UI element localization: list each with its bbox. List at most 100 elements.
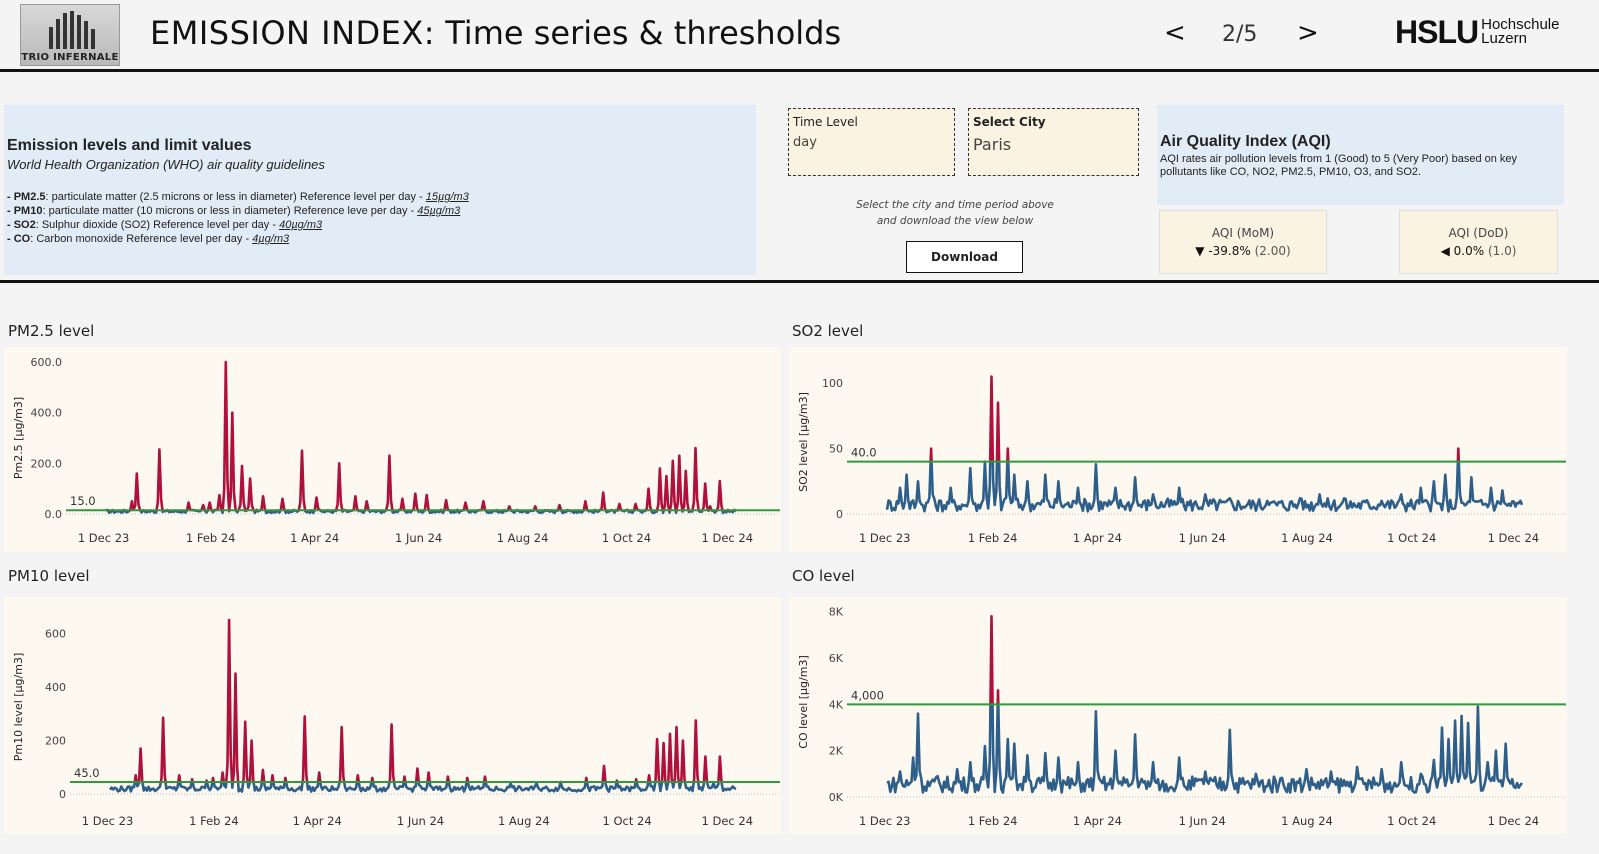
prev-page-button[interactable]: < [1164,18,1186,48]
so2-xtick-2: 1 Apr 24 [1073,531,1122,545]
info-list: - PM2.5: particulate matter (2.5 microns… [7,190,756,246]
co-xtick-5: 1 Oct 24 [1387,814,1436,828]
so2-ylabel: SO2 level [µg/m3] [797,392,810,492]
aqi-dod-kpi: AQI (DoD) ◀ 0.0% (1.0) [1399,210,1558,274]
hslu-logo: HSLU Hochschule Luzern [1395,14,1560,51]
next-page-button[interactable]: > [1297,18,1319,48]
co-ytick-3: 6K [829,652,844,665]
co-chart-title: CO level [792,567,855,585]
co-chart-panel: 0K 2K 4K 6K 8K CO level [µg/m3] 1 Dec 23 1 Feb … [789,597,1567,834]
pm10-xtick-5: 1 Oct 24 [603,814,652,828]
emission-info-box: Emission levels and limit values World H… [4,105,756,275]
section-divider [0,280,1599,283]
page-indicator: 2/5 [1222,22,1258,47]
time-level-value[interactable]: day [793,135,817,150]
so2-chart: 0 50 100 SO2 level [µg/m3] 1 Dec 23 1 Feb 24 1… [797,375,1566,545]
pm10-threshold-label: 45.0 [74,766,100,780]
aqi-dod-value: ◀ 0.0% [1440,244,1485,258]
aqi-mom-kpi: AQI (MoM) ▼ -39.8% (2.00) [1159,210,1327,274]
pm10-ylabel: Pm10 level [µg/m3] [12,653,25,761]
time-level-filter[interactable]: Time Level day [788,108,955,176]
co-xtick-0: 1 Dec 23 [859,814,911,828]
pm10-xtick-2: 1 Apr 24 [293,814,342,828]
info-item-pm10: - PM10: particulate matter (10 microns o… [7,205,461,217]
pm10-xtick-4: 1 Aug 24 [498,814,550,828]
so2-chart-panel: 0 50 100 SO2 level [µg/m3] 1 Dec 23 1 Feb 24 1… [789,347,1567,552]
pm25-ylabel: Pm2.5 [µg/m3] [12,397,25,479]
pm10-ytick-1: 200 [45,734,66,747]
pm10-series-above-threshold [133,618,723,782]
trio-infernale-logo: TRIO INFERNALE [20,4,120,66]
pm25-ytick-2: 400.0 [31,407,63,420]
filter-hint: Select the city and time period above an… [790,197,1120,229]
pm25-threshold-label: 15.0 [70,494,96,508]
pm10-xtick-6: 1 Dec 24 [702,814,754,828]
pm25-xtick-3: 1 Jun 24 [395,531,442,545]
so2-series-below-threshold [885,461,1524,513]
co-ytick-1: 2K [829,745,844,758]
aqi-title: Air Quality Index (AQI) [1160,133,1331,150]
hslu-line1: Hochschule [1481,16,1560,33]
pm10-xtick-0: 1 Dec 23 [82,814,134,828]
pm25-xtick-5: 1 Oct 24 [602,531,651,545]
aqi-mom-paren: (2.00) [1254,244,1291,258]
pm10-ytick-0: 0 [59,788,66,801]
so2-xtick-3: 1 Jun 24 [1179,531,1226,545]
pm25-series-below-threshold [106,510,737,515]
title-rest: Time series & thresholds [435,14,842,52]
aqi-dod-paren: (1.0) [1487,244,1517,258]
hslu-main: HSLU [1395,14,1479,50]
so2-xtick-4: 1 Aug 24 [1281,531,1333,545]
so2-xtick-5: 1 Oct 24 [1387,531,1436,545]
pm10-chart-panel: 0 200 400 600 Pm10 level [µg/m3] 1 Dec 23 1 Fe… [4,597,781,834]
header: TRIO INFERNALE EMISSION INDEX: Time seri… [0,0,1599,72]
pm10-ytick-3: 600 [45,627,66,640]
pm25-xtick-6: 1 Dec 24 [702,531,754,545]
pm10-xtick-1: 1 Feb 24 [189,814,239,828]
title-bold: EMISSION INDEX: [150,14,436,52]
co-ytick-2: 4K [829,698,844,711]
pm25-ytick-3: 600.0 [31,356,63,369]
pm25-ytick-1: 200.0 [31,457,63,470]
co-xtick-3: 1 Jun 24 [1179,814,1226,828]
pm25-ytick-0: 0.0 [45,508,63,521]
co-ytick-4: 8K [829,606,844,619]
co-xtick-6: 1 Dec 24 [1488,814,1540,828]
pm25-chart-panel: 0.0 200.0 400.0 600.0 Pm2.5 [µg/m3] 1 Dec 23 1… [4,347,781,552]
so2-series-above-threshold [929,375,1461,462]
download-button[interactable]: Download [906,241,1023,273]
pm10-ytick-2: 400 [45,681,66,694]
co-xtick-1: 1 Feb 24 [968,814,1018,828]
city-label: Select City [973,115,1046,129]
time-level-label: Time Level [793,115,858,129]
pm10-chart-title: PM10 level [8,567,90,585]
co-series-below-threshold [886,704,1524,794]
co-ytick-0: 0K [829,791,844,804]
pm25-chart: 0.0 200.0 400.0 600.0 Pm2.5 [µg/m3] 1 Dec 23 1… [12,356,780,545]
so2-threshold-label: 40.0 [851,446,877,460]
info-item-pm25: - PM2.5: particulate matter (2.5 microns… [7,191,469,203]
info-item-co: - CO: Carbon monoxide Reference level pe… [7,233,290,245]
pm25-xtick-2: 1 Apr 24 [290,531,339,545]
so2-xtick-6: 1 Dec 24 [1488,531,1540,545]
aqi-mom-value: ▼ -39.8% [1195,244,1251,258]
so2-ytick-2: 100 [822,377,843,390]
so2-chart-title: SO2 level [792,322,864,340]
aqi-description: AQI rates air pollution levels from 1 (G… [1160,153,1518,178]
pm25-xtick-0: 1 Dec 23 [78,531,130,545]
pm10-series-below-threshold [108,781,737,793]
co-xtick-2: 1 Apr 24 [1073,814,1122,828]
hint-line-2: and download the view below [876,215,1034,227]
city-filter[interactable]: Select City Paris [968,108,1139,176]
hslu-line2: Luzern [1481,30,1527,47]
co-chart: 0K 2K 4K 6K 8K CO level [µg/m3] 1 Dec 23 1 Feb … [797,606,1566,828]
info-title: Emission levels and limit values [7,137,252,154]
co-threshold-label: 4,000 [851,688,884,702]
so2-xtick-1: 1 Feb 24 [968,531,1018,545]
aqi-dod-label: AQI (DoD) [1448,226,1509,240]
so2-ytick-0: 0 [836,508,843,521]
so2-xtick-0: 1 Dec 23 [859,531,911,545]
city-value[interactable]: Paris [973,135,1012,154]
pm10-chart: 0 200 400 600 Pm10 level [µg/m3] 1 Dec 23 1 Fe… [12,618,780,828]
aqi-info-box: Air Quality Index (AQI) AQI rates air po… [1157,105,1564,205]
